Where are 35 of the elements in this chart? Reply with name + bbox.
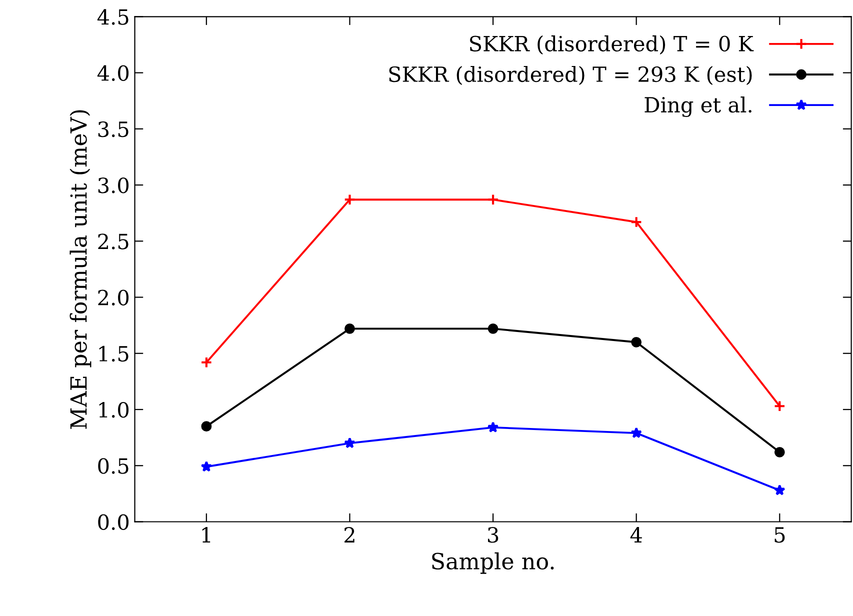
- legend-label: Ding et al.: [644, 96, 752, 117]
- x-tick-label: 4: [630, 526, 642, 542]
- legend-label: SKKR (disordered) T = 293 K (est): [389, 66, 752, 86]
- point: [774, 446, 785, 458]
- legend-label: SKKR (disordered) T = 0 K: [470, 35, 754, 54]
- x-tick-label: 3: [488, 526, 498, 543]
- point: [200, 356, 212, 368]
- y-tick-label: 2.5: [98, 234, 128, 250]
- point: [631, 336, 642, 348]
- y-tick-label: 0.5: [98, 458, 128, 474]
- point: [344, 437, 356, 448]
- x-axis-title: Sample no.: [432, 552, 554, 574]
- point: [487, 422, 499, 432]
- y-tick-label: 3.5: [98, 121, 128, 138]
- y-tick-label: 1.0: [99, 402, 129, 418]
- y-tick-label: 1.5: [99, 346, 128, 362]
- point: [487, 194, 499, 206]
- x-tick-label: 2: [344, 526, 354, 542]
- point: [630, 216, 642, 228]
- point: [344, 323, 355, 334]
- y-tick-label: 3.0: [98, 177, 129, 194]
- x-tick-label: 1: [202, 526, 210, 542]
- y-tick-label: 4.0: [97, 65, 129, 81]
- point: [488, 323, 498, 334]
- point: [774, 484, 786, 496]
- point: [774, 400, 786, 412]
- y-tick-label: 2.0: [98, 290, 129, 306]
- point: [200, 460, 212, 472]
- y-tick-label: 0.0: [98, 514, 129, 530]
- point: [630, 427, 642, 438]
- point: [344, 194, 356, 206]
- point: [201, 421, 212, 432]
- y-tick-label: 4.5: [97, 9, 128, 25]
- x-tick-label: 5: [774, 527, 785, 543]
- y-axis-title: MAE per formula unit (meV): [70, 110, 92, 429]
